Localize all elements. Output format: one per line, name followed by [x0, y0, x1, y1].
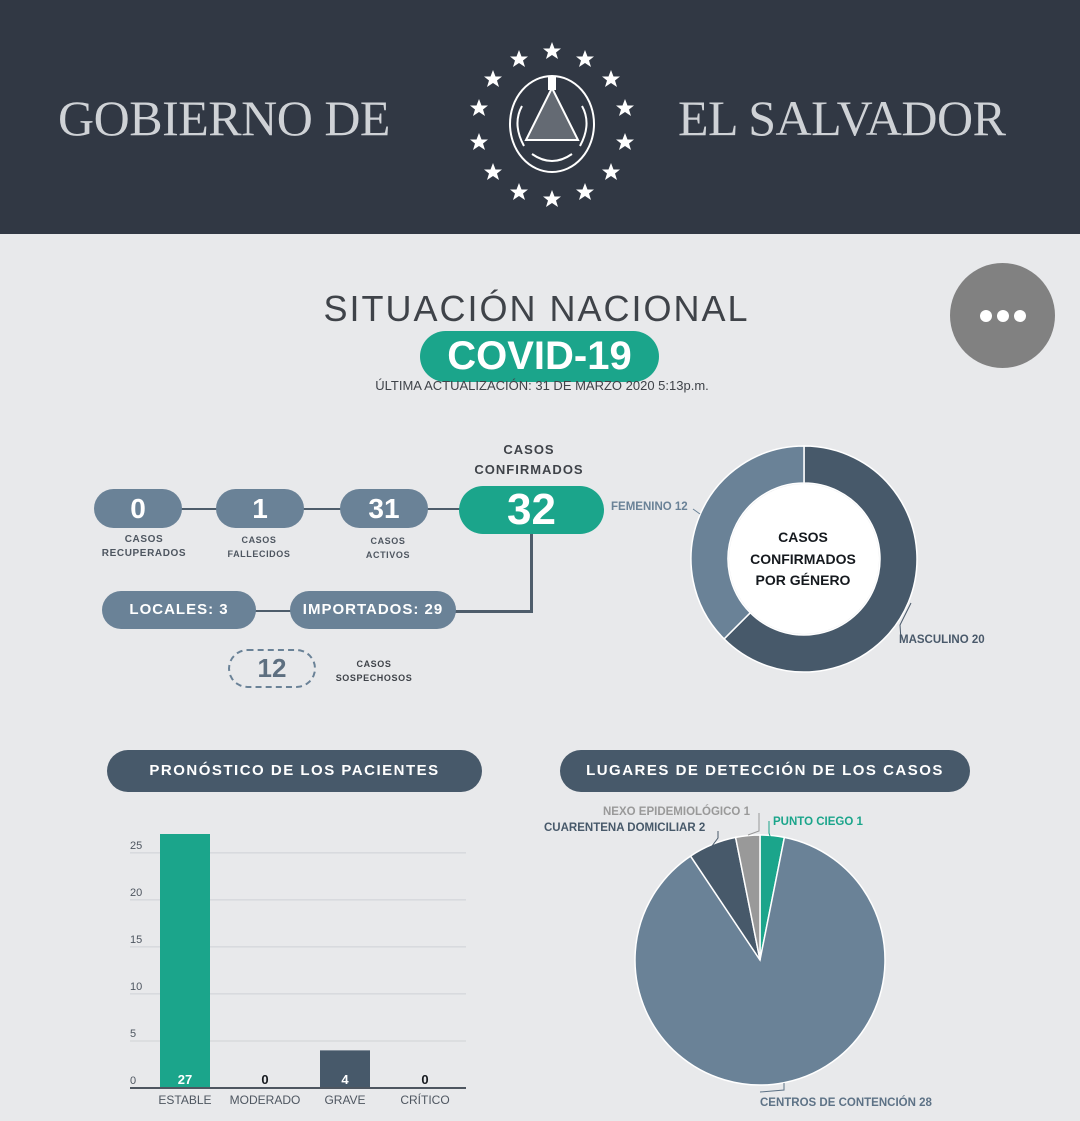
y-tick-label: 0 — [130, 1075, 136, 1087]
donut-slice — [723, 445, 918, 673]
donut-slice — [690, 445, 805, 640]
y-tick-label: 10 — [130, 981, 142, 993]
female-label: FEMENINO 12 — [611, 501, 688, 513]
caption-line: CONFIRMADOS — [474, 462, 584, 477]
bar-value-label: 0 — [421, 1072, 428, 1087]
caption-line: RECUPERADOS — [101, 548, 187, 559]
connector-line — [180, 508, 470, 510]
header-left-text: GOBIERNO DE — [58, 90, 390, 146]
confirmed-count: 32 — [459, 486, 604, 534]
pie-slice — [634, 836, 886, 1086]
coat-of-arms-icon — [470, 42, 634, 207]
y-tick-label: 20 — [130, 887, 142, 899]
header-right-text: EL SALVADOR — [678, 90, 1006, 146]
imported-cases: IMPORTADOS: 29 — [290, 591, 456, 629]
x-category-label: MODERADO — [230, 1093, 301, 1107]
pie-label-centros: CENTROS DE CONTENCIÓN 28 — [760, 1097, 932, 1109]
y-tick-label: 15 — [130, 934, 142, 946]
y-tick-label: 25 — [130, 840, 142, 852]
recovered-count: 0 — [94, 489, 182, 528]
donut-center-label: CASOS CONFIRMADOS POR GÉNERO — [730, 527, 876, 592]
suspected-count: 12 — [228, 649, 316, 688]
header-banner: GOBIERNO DE EL SALVADOR — [0, 0, 1080, 234]
more-horizontal-icon-dot — [996, 309, 1009, 322]
connector-line — [530, 532, 533, 612]
caption-line: ACTIVOS — [365, 550, 411, 560]
recovered-caption: CASOS RECUPERADOS — [88, 533, 200, 561]
gender-donut-chart — [690, 445, 918, 673]
bar-value-label: 0 — [261, 1072, 268, 1087]
donut-label-line: POR GÉNERO — [755, 572, 851, 588]
caption-line: CASOS — [356, 659, 392, 669]
y-tick-label: 5 — [130, 1028, 136, 1040]
confirmed-caption: CASOS CONFIRMADOS — [458, 440, 600, 480]
caption-line: CASOS — [370, 536, 406, 546]
male-label: MASCULINO 20 — [899, 634, 985, 646]
active-count: 31 — [340, 489, 428, 528]
donut-label-line: CASOS — [778, 529, 828, 545]
connector-line — [255, 610, 291, 612]
pie-label-cuarentena: CUARENTENA DOMICILIAR 2 — [544, 822, 706, 834]
caption-line: CASOS — [503, 442, 555, 457]
prognosis-header: PRONÓSTICO DE LOS PACIENTES — [107, 750, 482, 792]
covid-badge: COVID-19 — [420, 331, 659, 382]
deceased-count: 1 — [216, 489, 304, 528]
detection-header: LUGARES DE DETECCIÓN DE LOS CASOS — [560, 750, 970, 792]
caption-line: FALLECIDOS — [227, 549, 291, 559]
bar-value-label: 27 — [178, 1072, 192, 1087]
prognosis-bar-chart: 0 5 10 15 20 25 27 ESTABLE 0 MODERADO 4 GRAVE 0 CRÍTI… — [130, 834, 466, 1107]
deceased-caption: CASOS FALLECIDOS — [209, 533, 309, 561]
donut-label-line: CONFIRMADOS — [750, 550, 856, 567]
suspected-caption: CASOS SOSPECHOSOS — [328, 657, 420, 685]
x-category-label: CRÍTICO — [400, 1092, 449, 1107]
connector-line — [455, 610, 533, 613]
pie-slice — [734, 834, 761, 961]
x-category-label: ESTABLE — [158, 1093, 211, 1107]
bar — [320, 1050, 370, 1088]
caption-line: CASOS — [124, 534, 164, 545]
bar-value-label: 4 — [341, 1072, 349, 1087]
more-horizontal-icon — [979, 309, 992, 322]
more-horizontal-icon-dot — [1013, 309, 1026, 322]
page-title: SITUACIÓN NACIONAL — [323, 288, 750, 329]
caption-line: SOSPECHOSOS — [335, 673, 413, 683]
detection-pie-chart — [634, 834, 886, 1086]
more-options-button[interactable] — [950, 263, 1055, 368]
local-cases: LOCALES: 3 — [102, 591, 256, 629]
last-update-text: ÚLTIMA ACTUALIZACIÓN: 31 DE MARZO 2020 5… — [375, 378, 709, 393]
active-caption: CASOS ACTIVOS — [346, 534, 430, 562]
bar — [160, 834, 210, 1088]
x-category-label: GRAVE — [324, 1093, 365, 1107]
pie-label-punto: PUNTO CIEGO 1 — [773, 816, 863, 828]
donut-hole — [729, 484, 879, 634]
caption-line: CASOS — [241, 535, 277, 545]
pie-label-nexo: NEXO EPIDEMIOLÓGICO 1 — [603, 806, 750, 818]
